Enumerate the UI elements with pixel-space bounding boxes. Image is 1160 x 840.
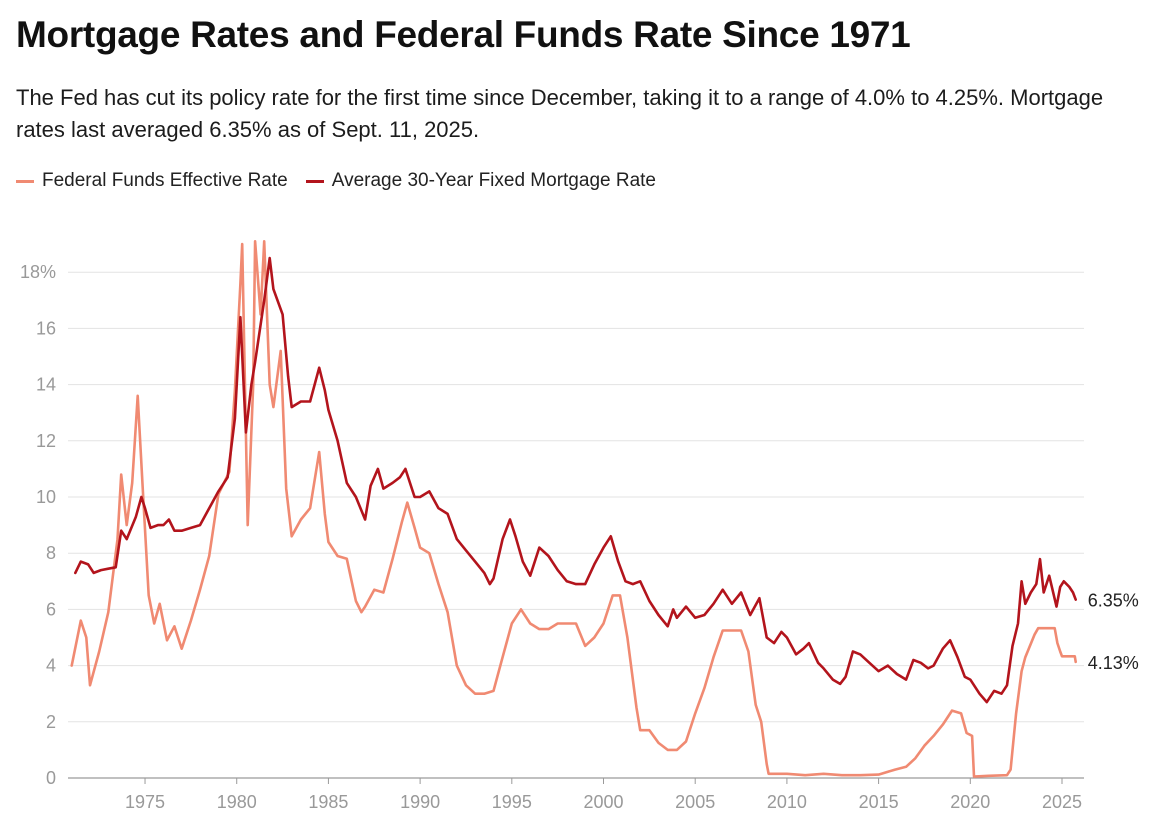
y-tick-label: 6: [46, 599, 56, 619]
chart-title: Mortgage Rates and Federal Funds Rate Si…: [16, 14, 911, 55]
x-tick-label: 2005: [675, 792, 715, 812]
series-lines: [70, 240, 1077, 778]
legend-item-fed-funds: Federal Funds Effective Rate: [16, 170, 288, 192]
legend-label-fed-funds: Federal Funds Effective Rate: [42, 170, 288, 191]
y-tick-label: 0: [46, 768, 56, 788]
y-tick-label: 4: [46, 656, 56, 676]
legend-swatch-mortgage: [305, 179, 324, 183]
x-tick-label: 1985: [308, 792, 348, 812]
x-axis-ticks: 1975 1980 1985 1990 1995 2000 2005 2010 2015 2020…: [125, 778, 1082, 812]
gridlines: [68, 271, 1084, 779]
x-tick-label: 1980: [217, 792, 257, 812]
x-tick-label: 2000: [583, 792, 623, 812]
y-tick-label: 16: [36, 318, 56, 338]
x-tick-label: 2015: [859, 792, 899, 812]
chart-subtitle: The Fed has cut its policy rate for the …: [16, 85, 1104, 142]
x-tick-label: 1995: [492, 792, 532, 812]
x-tick-label: 2010: [767, 792, 807, 812]
y-tick-label: 10: [36, 487, 56, 507]
end-label-mortgage: 6.35%: [1088, 591, 1139, 611]
mortgage-rate-line: [74, 256, 1077, 704]
x-tick-label: 1975: [125, 792, 165, 812]
y-axis-ticks: 0 2 4 6 8 10 12 14 16 18%: [20, 262, 56, 788]
end-labels: 4.13% 6.35%: [1088, 591, 1139, 673]
y-tick-label: 8: [46, 543, 56, 563]
y-tick-label: 18%: [20, 262, 56, 282]
fed-funds-line: [70, 240, 1077, 778]
y-tick-label: 2: [46, 712, 56, 732]
legend-swatch-fed-funds: [16, 179, 34, 183]
x-tick-label: 2020: [950, 792, 990, 812]
legend-item-mortgage: Average 30-Year Fixed Mortgage Rate: [305, 170, 656, 192]
legend: Federal Funds Effective Rate Average 30-…: [16, 170, 674, 192]
y-tick-label: 14: [36, 375, 56, 395]
end-label-fed-funds: 4.13%: [1088, 653, 1139, 673]
legend-label-mortgage: Average 30-Year Fixed Mortgage Rate: [331, 170, 656, 191]
x-tick-label: 1990: [400, 792, 440, 812]
y-tick-label: 12: [36, 431, 56, 451]
x-tick-label: 2025: [1042, 792, 1082, 812]
